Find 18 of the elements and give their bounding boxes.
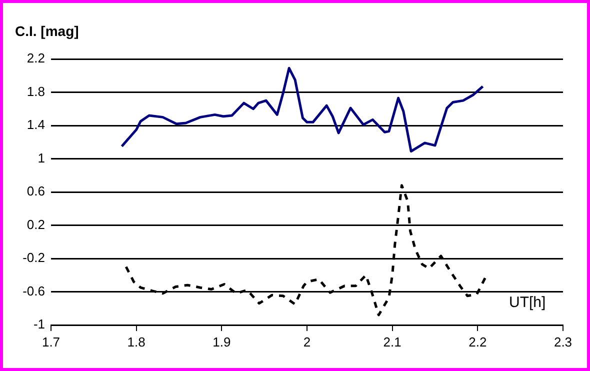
y-axis-title: C.I. [mag] <box>15 23 79 39</box>
x-tick-label: 1.9 <box>212 334 231 350</box>
y-tick-label: 1 <box>38 150 45 166</box>
x-tick-label: 2.3 <box>554 334 572 350</box>
y-tick-label: -0.2 <box>22 250 45 266</box>
x-tick-label: 1.7 <box>42 334 60 350</box>
y-tick-label: 0.6 <box>26 184 45 199</box>
y-tick-label: 0.2 <box>26 216 45 232</box>
x-tick-label: 2 <box>303 334 311 350</box>
x-tick-label: 2.1 <box>383 334 402 350</box>
y-tick-label: -1 <box>33 316 45 332</box>
x-axis-title: UT[h] <box>509 294 546 311</box>
y-tick-label: -0.6 <box>22 283 45 298</box>
x-tick-label: 2.2 <box>468 334 487 350</box>
x-tick-label: 1.8 <box>127 334 146 350</box>
y-tick-label: 1.4 <box>26 117 45 132</box>
y-tick-label: 2.2 <box>26 50 45 66</box>
y-tick-label: 1.8 <box>26 84 45 99</box>
